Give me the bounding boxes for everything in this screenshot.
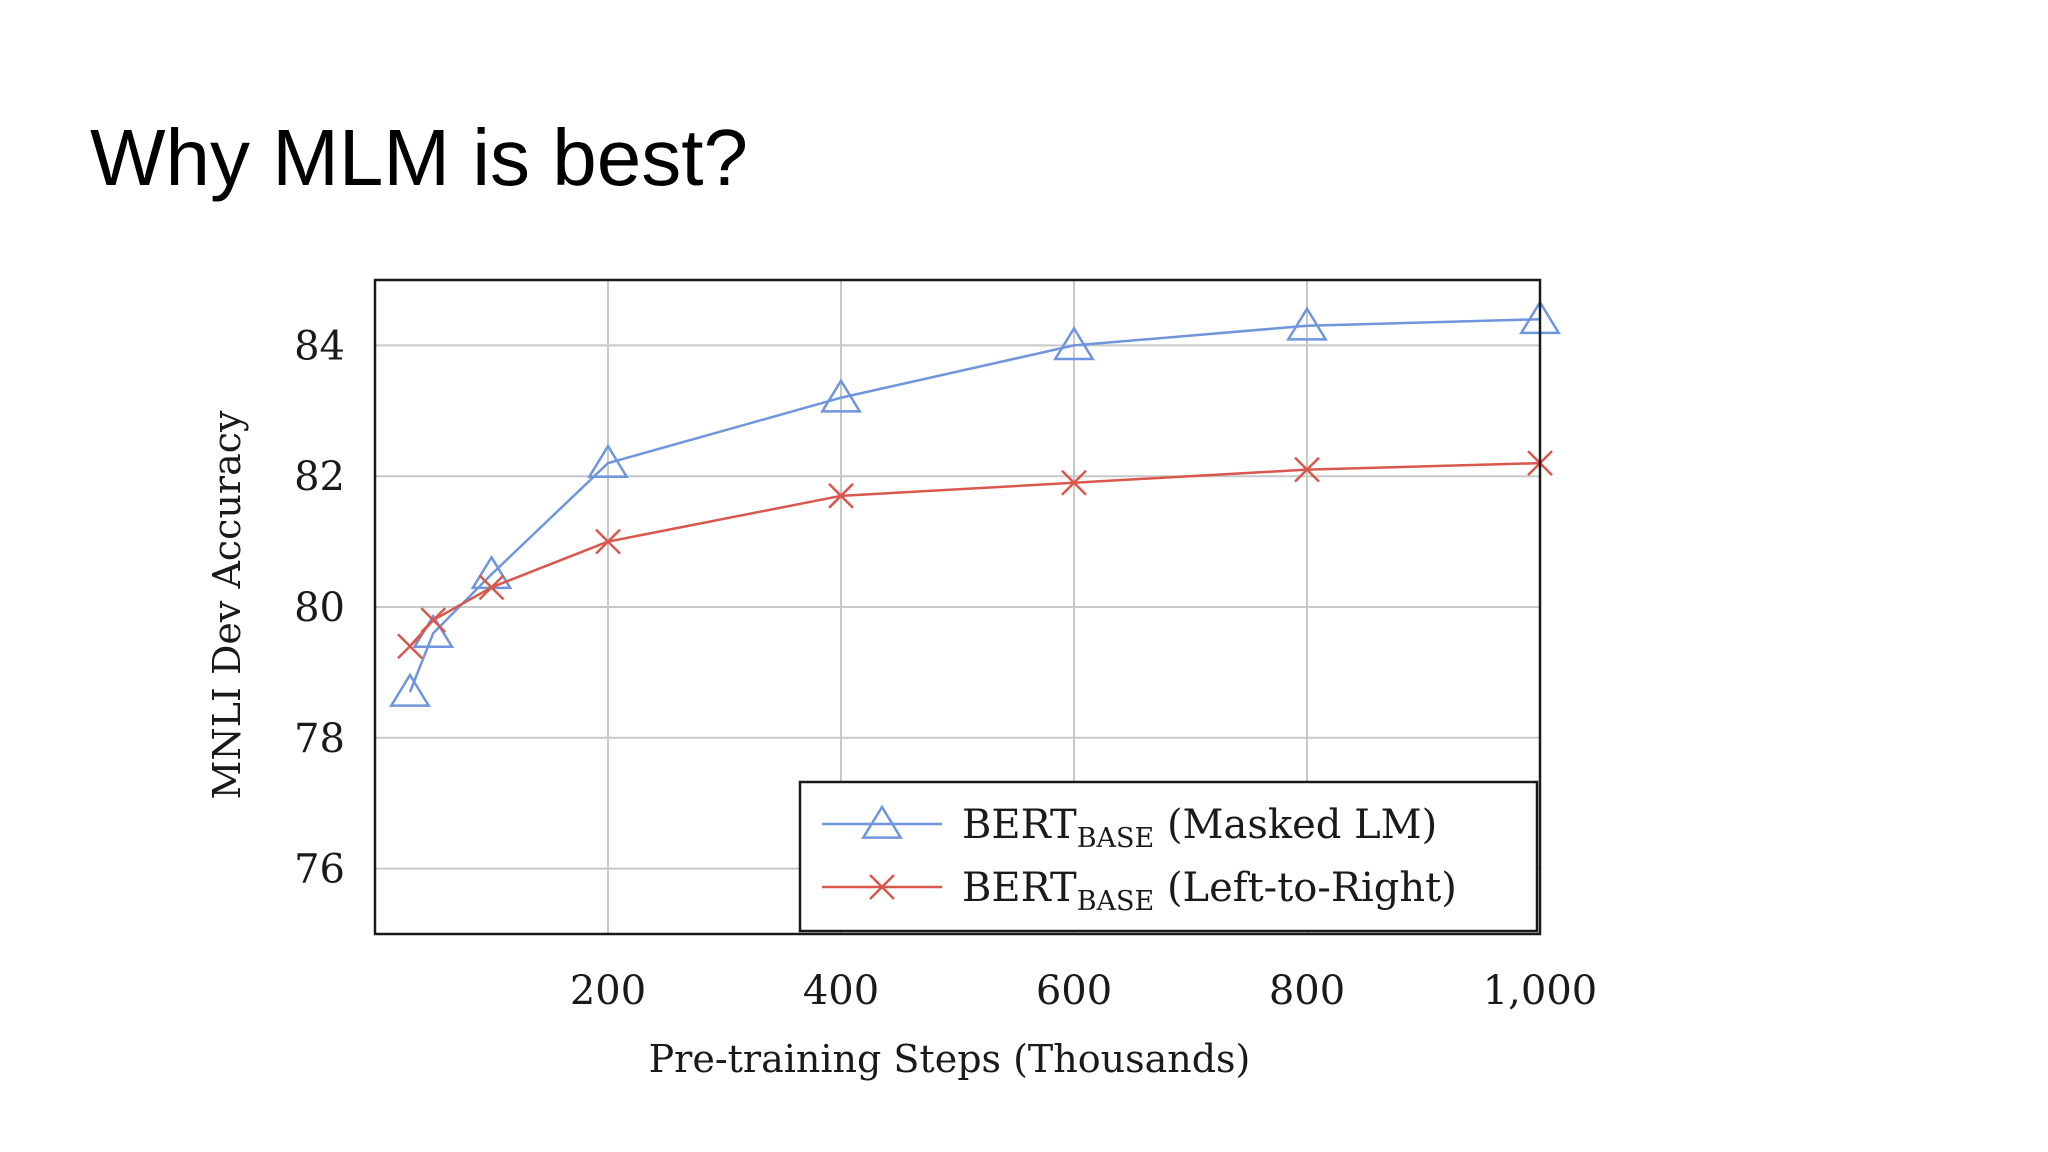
y-tick-label: 82 (294, 454, 345, 500)
x-marker (595, 528, 621, 555)
x-marker-stroke (397, 633, 423, 660)
series-line (408, 317, 1541, 693)
x-marker (869, 874, 895, 900)
x-marker (420, 607, 447, 633)
series-1 (389, 299, 1561, 707)
slide-title: Why MLM is best? (90, 113, 748, 202)
x-marker-stroke (869, 874, 895, 900)
series-layer (389, 299, 1561, 707)
x-marker (1294, 456, 1320, 483)
x-axis-label: Pre-training Steps (Thousands) (649, 1037, 1251, 1081)
triangle-marker (1286, 306, 1328, 341)
x-marker-stroke (1294, 456, 1320, 483)
legend-label: BERTBASE (Masked LM) (962, 802, 1437, 854)
x-marker (478, 574, 505, 601)
series-2 (397, 450, 1553, 660)
x-marker-stroke (828, 482, 854, 509)
legend-label-rest: (Left-to-Right) (1154, 865, 1457, 911)
legend-label-main: BERT (962, 865, 1077, 911)
x-marker (1061, 469, 1087, 496)
x-tick-label: 400 (803, 968, 879, 1014)
series-line (409, 461, 1541, 648)
legend-entry: BERTBASE (Left-to-Right) (822, 865, 1457, 917)
y-tick-label: 80 (294, 585, 345, 631)
legend-entry: BERTBASE (Masked LM) (822, 802, 1437, 854)
legend-label-main: BERT (962, 802, 1077, 848)
triangle-marker (389, 672, 431, 707)
legend-label-rest: (Masked LM) (1154, 802, 1437, 848)
legend-label-sub: BASE (1077, 823, 1155, 854)
x-marker (397, 633, 423, 660)
x-tick-label: 800 (1269, 968, 1345, 1014)
x-tick-label: 600 (1036, 968, 1112, 1014)
x-marker-stroke (595, 528, 621, 555)
triangle-marker (861, 804, 903, 839)
triangle-marker (587, 443, 629, 478)
legend-box (798, 780, 1539, 933)
x-marker-stroke (420, 607, 447, 633)
legend: BERTBASE (Masked LM)BERTBASE (Left-to-Ri… (798, 780, 1539, 933)
y-tick-label: 84 (294, 323, 345, 369)
plot-frame (373, 278, 1542, 936)
x-marker (828, 482, 854, 509)
x-tick-label: 200 (570, 968, 646, 1014)
y-tick-label: 76 (294, 847, 345, 893)
y-tick-label: 78 (294, 716, 345, 762)
x-marker-stroke (478, 574, 505, 601)
tick-labels: 200 400 600 800 1,000 76 78 80 82 84 (294, 323, 1597, 1014)
legend-label-sub: BASE (1077, 886, 1155, 917)
y-axis-label: MNLI Dev Accuracy (205, 410, 249, 800)
legend-label: BERTBASE (Left-to-Right) (962, 865, 1457, 917)
x-tick-label: 1,000 (1483, 968, 1598, 1014)
triangle-marker (820, 378, 862, 413)
triangle-marker (1053, 326, 1095, 361)
x-marker-stroke (1061, 469, 1087, 496)
